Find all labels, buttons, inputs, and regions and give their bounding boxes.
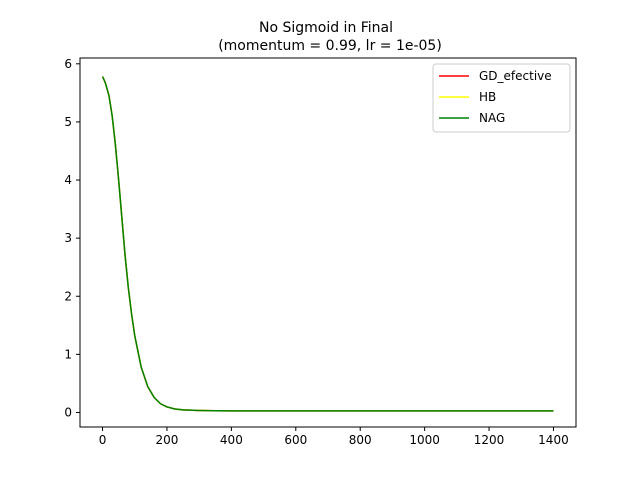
y-tick-label: 3	[64, 231, 72, 245]
legend-label-hb: HB	[479, 90, 496, 104]
series-line-nag	[101, 76, 554, 412]
y-tick-label: 2	[64, 289, 72, 303]
y-tick-label: 1	[64, 347, 72, 361]
legend: GD_efective HB NAG	[432, 63, 571, 133]
legend-box	[432, 63, 571, 133]
x-tick-label: 600	[284, 433, 307, 447]
y-tick-label: 4	[64, 173, 72, 187]
x-tick-label: 1000	[409, 433, 440, 447]
plot-frame	[79, 57, 577, 428]
legend-label-gd-efective: GD_efective	[479, 69, 552, 83]
x-tick-label: 1200	[474, 433, 505, 447]
chart-subtitle: (momentum = 0.99, lr = 1e-05)	[218, 38, 442, 54]
axis-layer: 0 200 400 600 800 1000 1200 1400 0 1 2 3 4 5 6	[64, 57, 568, 447]
x-tick-label: 0	[99, 433, 107, 447]
legend-label-nag: NAG	[479, 111, 505, 125]
chart-title: No Sigmoid in Final	[259, 20, 393, 36]
y-tick-label: 6	[64, 57, 72, 71]
x-tick-label: 1400	[538, 433, 569, 447]
series-layer	[101, 76, 554, 412]
y-tick-label: 0	[64, 405, 72, 419]
x-tick-label: 400	[220, 433, 243, 447]
x-tick-label: 800	[349, 433, 372, 447]
x-tick-label: 200	[156, 433, 179, 447]
y-tick-label: 5	[64, 115, 72, 129]
